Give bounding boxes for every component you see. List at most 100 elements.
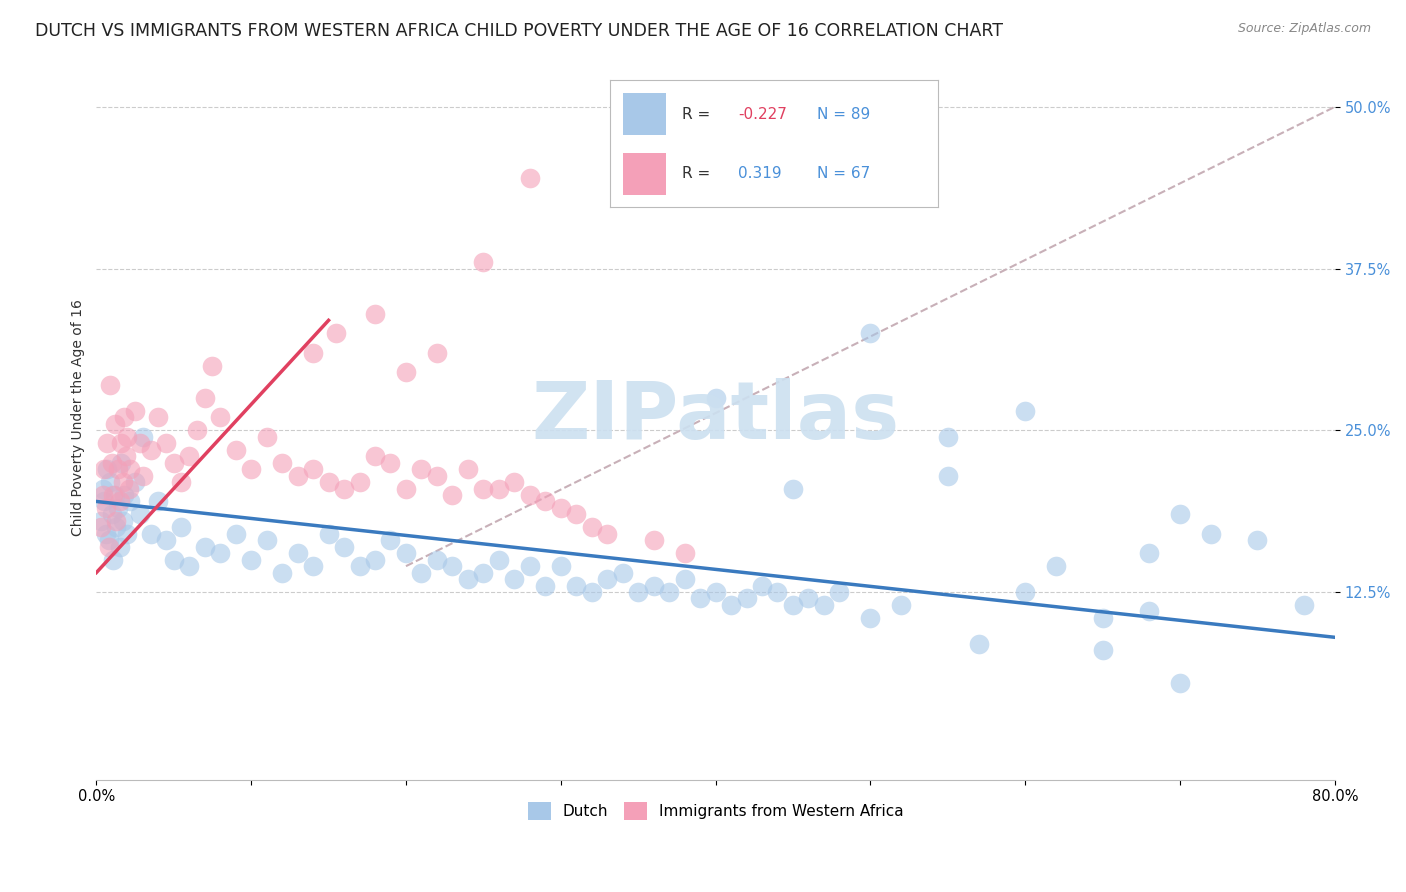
Point xyxy=(194,540,217,554)
Point xyxy=(325,326,347,341)
Point xyxy=(534,494,557,508)
Point xyxy=(108,494,131,508)
Point xyxy=(128,436,150,450)
Point xyxy=(333,482,356,496)
Point xyxy=(612,566,634,580)
Point xyxy=(107,462,129,476)
Point xyxy=(139,442,162,457)
Point xyxy=(704,585,727,599)
Point xyxy=(689,591,711,606)
Point xyxy=(117,526,139,541)
Legend: Dutch, Immigrants from Western Africa: Dutch, Immigrants from Western Africa xyxy=(522,796,910,826)
Point xyxy=(519,171,541,186)
Point xyxy=(186,423,208,437)
Point xyxy=(318,526,340,541)
Point xyxy=(271,456,294,470)
Point xyxy=(209,546,232,560)
Point xyxy=(110,456,132,470)
Point xyxy=(704,391,727,405)
Point xyxy=(550,559,572,574)
Point xyxy=(967,637,990,651)
Text: Source: ZipAtlas.com: Source: ZipAtlas.com xyxy=(1237,22,1371,36)
Point xyxy=(859,611,882,625)
Point xyxy=(105,520,128,534)
Point xyxy=(155,533,177,548)
Point xyxy=(98,475,121,489)
Point xyxy=(179,449,201,463)
Point xyxy=(411,566,433,580)
Point xyxy=(550,500,572,515)
Point xyxy=(936,468,959,483)
Point xyxy=(105,514,128,528)
Point xyxy=(256,430,278,444)
Point xyxy=(93,494,115,508)
Point xyxy=(302,345,325,359)
Point xyxy=(91,482,114,496)
Text: DUTCH VS IMMIGRANTS FROM WESTERN AFRICA CHILD POVERTY UNDER THE AGE OF 16 CORREL: DUTCH VS IMMIGRANTS FROM WESTERN AFRICA … xyxy=(35,22,1002,40)
Point xyxy=(1199,526,1222,541)
Point xyxy=(565,578,588,592)
Point xyxy=(225,526,247,541)
Point xyxy=(426,552,449,566)
Point xyxy=(132,430,155,444)
Y-axis label: Child Poverty Under the Age of 16: Child Poverty Under the Age of 16 xyxy=(72,299,86,536)
Point xyxy=(240,462,263,476)
Point xyxy=(426,345,449,359)
Point xyxy=(103,552,125,566)
Point xyxy=(103,488,125,502)
Point xyxy=(108,540,131,554)
Point xyxy=(287,546,309,560)
Point xyxy=(139,526,162,541)
Point xyxy=(1246,533,1268,548)
Point xyxy=(163,552,186,566)
Point xyxy=(1014,404,1036,418)
Point xyxy=(782,598,804,612)
Point xyxy=(98,378,121,392)
Point xyxy=(859,326,882,341)
Point xyxy=(797,591,820,606)
Point xyxy=(673,546,696,560)
Point xyxy=(287,468,309,483)
Point xyxy=(395,546,418,560)
Point xyxy=(1137,604,1160,618)
Point xyxy=(596,526,619,541)
Point xyxy=(503,475,526,489)
Point xyxy=(93,462,115,476)
Point xyxy=(318,475,340,489)
Point xyxy=(380,533,402,548)
Point xyxy=(596,572,619,586)
Point xyxy=(107,500,129,515)
Point xyxy=(936,430,959,444)
Point xyxy=(472,255,495,269)
Point xyxy=(1045,559,1067,574)
Point xyxy=(97,533,120,548)
Point xyxy=(96,436,118,450)
Point xyxy=(457,572,479,586)
Point xyxy=(111,514,134,528)
Point xyxy=(111,475,134,489)
Point xyxy=(1091,611,1114,625)
Point xyxy=(101,508,124,522)
Point xyxy=(170,520,193,534)
Point xyxy=(364,449,387,463)
Point xyxy=(256,533,278,548)
Point xyxy=(627,585,650,599)
Point xyxy=(91,488,114,502)
Point xyxy=(271,566,294,580)
Point xyxy=(488,482,510,496)
Point xyxy=(472,566,495,580)
Point xyxy=(201,359,224,373)
Point xyxy=(472,482,495,496)
Point xyxy=(720,598,742,612)
Point xyxy=(114,449,136,463)
Point xyxy=(1137,546,1160,560)
Point xyxy=(349,475,371,489)
Point xyxy=(813,598,835,612)
Point xyxy=(782,482,804,496)
Point xyxy=(104,488,127,502)
Point xyxy=(395,365,418,379)
Point xyxy=(101,456,124,470)
Point xyxy=(132,468,155,483)
Point xyxy=(890,598,912,612)
Point xyxy=(104,417,127,431)
